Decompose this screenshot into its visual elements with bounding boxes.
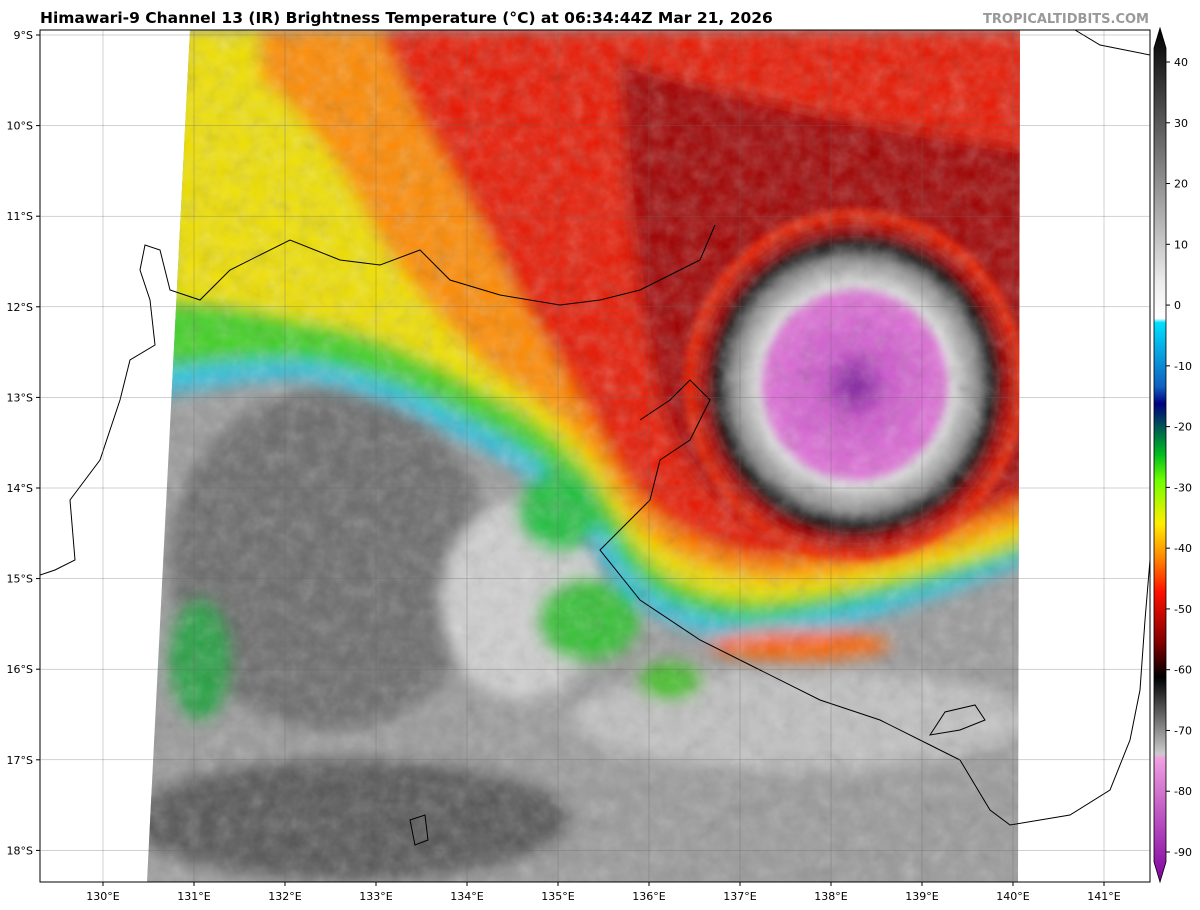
lon-label: 138°E <box>814 890 847 903</box>
colorbar-label: -60 <box>1174 664 1192 677</box>
lat-label: 16°S <box>7 663 33 676</box>
colorbar-label: -70 <box>1174 724 1192 737</box>
lat-label: 10°S <box>7 120 33 133</box>
colorbar-label: 10 <box>1174 238 1188 251</box>
colorbar-label: -20 <box>1174 421 1192 434</box>
title: Himawari-9 Channel 13 (IR) Brightness Te… <box>40 9 773 27</box>
colorbar-label: 30 <box>1174 117 1188 130</box>
lon-label: 137°E <box>723 890 756 903</box>
lon-label: 139°E <box>905 890 938 903</box>
lat-label: 9°S <box>14 29 33 42</box>
colorbar-label: 20 <box>1174 178 1188 191</box>
colorbar-label: 40 <box>1174 56 1188 69</box>
lat-label: 18°S <box>7 844 33 857</box>
lat-label: 11°S <box>7 210 33 223</box>
lon-label: 132°E <box>268 890 301 903</box>
lat-label: 14°S <box>7 482 33 495</box>
colorbar: 40 30 20 10 0 -10 -20 -30 -40 -50 -60 -70 -80 -90 <box>1153 26 1192 884</box>
colorbar-label: 0 <box>1174 299 1181 312</box>
lon-label: 134°E <box>450 890 483 903</box>
lon-label: 140°E <box>996 890 1029 903</box>
lon-label: 131°E <box>177 890 210 903</box>
satellite-image <box>40 30 1150 882</box>
lon-label: 133°E <box>359 890 392 903</box>
lat-label: 15°S <box>7 573 33 586</box>
colorbar-label: -40 <box>1174 542 1192 555</box>
colorbar-label: -80 <box>1174 785 1192 798</box>
lat-label: 17°S <box>7 754 33 767</box>
map-frame <box>39 29 1151 883</box>
lon-label: 130°E <box>86 890 119 903</box>
lat-label: 12°S <box>7 301 33 314</box>
lon-label: 141°E <box>1087 890 1120 903</box>
lon-label: 136°E <box>632 890 665 903</box>
colorbar-scale <box>1153 26 1167 884</box>
credit: TROPICALTIDBITS.COM <box>983 12 1149 27</box>
graticule: 9°S 10°S 11°S 12°S 13°S 14°S 15°S 16°S 17°S 18°S 1… <box>7 29 1150 903</box>
lat-label: 13°S <box>7 391 33 404</box>
colorbar-label: -10 <box>1174 360 1192 373</box>
colorbar-label: -30 <box>1174 481 1192 494</box>
colorbar-label: -90 <box>1174 846 1192 859</box>
lon-label: 135°E <box>541 890 574 903</box>
colorbar-label: -50 <box>1174 603 1192 616</box>
